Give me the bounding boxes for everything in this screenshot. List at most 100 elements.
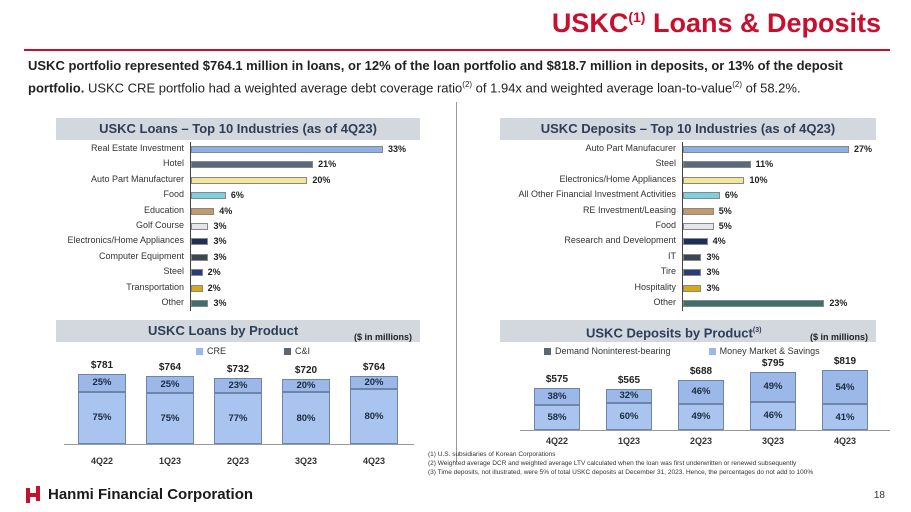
- loan-industry-label: Hotel: [162, 158, 184, 169]
- loan-industry-bar: [191, 192, 226, 200]
- deposit-product-category-label: 4Q22: [545, 436, 569, 446]
- deposit-industry-bar: [683, 253, 702, 261]
- deposit-industry-value: 5%: [718, 221, 732, 231]
- loan-industry-label: Golf Course: [135, 220, 184, 230]
- loan-product-bottom-segment: 75%: [78, 391, 126, 444]
- loan-industry-value: 3%: [213, 251, 227, 262]
- deposit-industry-bar: [683, 146, 849, 153]
- loan-industry-bar: [191, 300, 209, 307]
- deposit-product-bottom-segment: 41%: [822, 404, 868, 430]
- legend-swatch-cre: [196, 347, 203, 355]
- deposit-industry-bar: [683, 161, 751, 169]
- loan-product-bottom-segment: 75%: [146, 392, 194, 444]
- deposits-product-chart: 58% 38% $575 4Q22 60% 32% $565 1Q23 49% 46% $688 2Q…: [510, 356, 890, 448]
- loans-industries-chart: Real Estate Investment 33% Hotel 21% Auto Pa…: [56, 142, 456, 312]
- loan-industry-value: 4%: [219, 205, 233, 216]
- loan-industry-label: Real Estate Investment: [90, 143, 184, 153]
- page-number: 18: [873, 490, 885, 501]
- deposits-product-heading: USKC Deposits by Product(3) ($ in millio…: [500, 320, 876, 342]
- loan-industry-bar: [191, 207, 215, 215]
- deposit-product-top-segment: 46%: [678, 379, 724, 404]
- loan-industry-value: 3%: [213, 298, 227, 308]
- deposit-industry-bar: [683, 207, 714, 215]
- deposits-industries-chart: Auto Part Manufacurer 27% Steel 11% Electron…: [470, 142, 890, 312]
- deposit-industry-label: Other: [653, 297, 676, 307]
- deposit-product-bottom-segment: 46%: [750, 401, 796, 430]
- loans-product-legend: CRE C&I: [196, 346, 310, 356]
- legend-label-ci: C&I: [295, 346, 311, 356]
- deposit-industry-bar: [683, 284, 702, 292]
- deposit-product-baseline: [520, 430, 890, 431]
- deposit-industry-label: Auto Part Manufacurer: [585, 143, 676, 153]
- deposit-industry-value: 10%: [749, 174, 768, 185]
- loan-industry-label: Other: [161, 297, 184, 307]
- loan-product-bottom-segment: 80%: [350, 389, 398, 444]
- loan-product-top-segment: 25%: [78, 374, 126, 392]
- loan-industry-label: Food: [163, 189, 184, 200]
- loan-industry-value: 20%: [312, 174, 331, 185]
- loan-industry-label: Transportation: [126, 281, 184, 292]
- loan-industry-bar: [191, 176, 308, 184]
- hanmi-logo-icon: [24, 486, 44, 504]
- deposit-product-bottom-segment: 58%: [534, 404, 580, 430]
- deposit-product-category-label: 2Q23: [689, 436, 713, 446]
- deposit-product-top-segment: 49%: [750, 371, 796, 402]
- deposit-product-total-label: $819: [833, 356, 857, 367]
- deposit-industry-label: Hospitality: [634, 281, 676, 292]
- deposit-industry-label: Tire: [660, 266, 676, 277]
- deposit-product-top-segment: 38%: [534, 387, 580, 405]
- loan-product-baseline: [64, 444, 414, 445]
- deposit-product-bottom-segment: 49%: [678, 404, 724, 430]
- deposit-industry-bar: [683, 269, 702, 277]
- deposit-industry-value: 3%: [706, 251, 720, 262]
- legend-label-demand: Demand Noninterest-bearing: [555, 346, 671, 356]
- loan-product-category-label: 1Q23: [158, 456, 182, 466]
- loans-product-heading: USKC Loans by Product ($ in millions): [56, 320, 420, 342]
- deposit-industry-bar: [683, 176, 745, 184]
- deposit-industry-label: All Other Financial Investment Activitie…: [518, 189, 676, 200]
- loan-industry-label: Auto Part Manufacturer: [90, 173, 184, 184]
- legend-label-cre: CRE: [207, 346, 227, 356]
- deposit-industry-label: Research and Development: [564, 235, 676, 246]
- loan-product-total-label: $732: [226, 364, 250, 376]
- legend-swatch-mm: [708, 347, 716, 355]
- deposit-industry-value: 23%: [829, 298, 848, 308]
- page-title: USKC(1) Loans & Deposits: [551, 8, 881, 38]
- deposit-industry-label: Steel: [655, 158, 676, 169]
- deposit-industry-label: Food: [655, 220, 676, 230]
- deposit-industry-value: 3%: [706, 282, 720, 293]
- loan-industry-bar: [191, 284, 203, 292]
- loans-product-unit: ($ in millions): [353, 332, 412, 342]
- legend-label-mm: Money Market & Savings: [719, 346, 820, 356]
- loans-industries-heading: USKC Loans – Top 10 Industries (as of 4Q…: [56, 118, 420, 140]
- loans-product-chart: 75% 25% $781 4Q22 75% 25% $764 1Q23 77% 23% $732 2Q…: [56, 356, 420, 476]
- deposit-product-total-label: $688: [689, 365, 713, 377]
- deposit-industry-label: Electronics/Home Appliances: [559, 173, 676, 184]
- footnote-3: (3) Time deposits, not illustrated, were…: [428, 469, 814, 476]
- company-name: Hanmi Financial Corporation: [48, 486, 254, 503]
- deposit-industry-label: RE Investment/Leasing: [582, 204, 676, 215]
- deposits-product-unit: ($ in millions): [809, 332, 868, 342]
- deposit-product-category-label: 4Q23: [833, 436, 857, 446]
- loan-industry-axis: [190, 142, 191, 312]
- title-rule: [24, 49, 890, 51]
- loan-industry-label: Computer Equipment: [98, 250, 184, 261]
- deposit-product-category-label: 3Q23: [761, 436, 785, 446]
- loan-product-total-label: $764: [158, 361, 182, 373]
- deposit-industry-value: 11%: [755, 159, 774, 170]
- deposit-industry-axis: [682, 142, 683, 312]
- deposit-product-category-label: 1Q23: [617, 436, 641, 446]
- footnote-2: (2) Weighted average DCR and weighted av…: [428, 460, 797, 467]
- deposit-product-total-label: $575: [545, 373, 569, 385]
- deposit-product-total-label: $565: [617, 374, 641, 386]
- loan-product-bottom-segment: 77%: [214, 393, 262, 444]
- deposit-industry-bar: [683, 238, 708, 246]
- loan-product-total-label: $764: [362, 361, 386, 373]
- loan-industry-value: 2%: [207, 282, 221, 293]
- loan-product-category-label: 3Q23: [294, 456, 318, 466]
- deposit-product-bottom-segment: 60%: [606, 403, 652, 430]
- loan-industry-value: 33%: [388, 144, 407, 154]
- loan-product-category-label: 2Q23: [226, 456, 250, 466]
- loan-industry-value: 21%: [318, 159, 337, 170]
- loan-industry-value: 6%: [230, 190, 244, 201]
